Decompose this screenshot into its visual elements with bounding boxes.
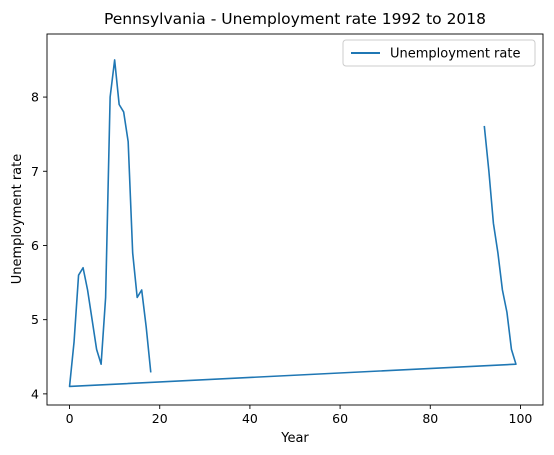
legend-box <box>342 39 536 67</box>
y-axis-label: Unemployment rate <box>10 154 25 284</box>
x-tick-label: 20 <box>152 411 168 426</box>
series-layer <box>68 59 517 388</box>
y-axis: 4 5 6 7 8 <box>31 90 47 401</box>
x-tick-label: 60 <box>332 411 348 426</box>
x-tick-label: 100 <box>509 411 533 426</box>
y-tick-label: 7 <box>31 164 39 179</box>
x-tick-label: 0 <box>66 411 74 426</box>
y-tick-label: 6 <box>31 238 39 253</box>
x-axis: 0 20 40 60 80 100 <box>66 405 533 426</box>
x-axis-label: Year <box>280 431 309 446</box>
y-tick-label: 4 <box>31 386 39 401</box>
y-tick-label: 8 <box>31 90 39 105</box>
x-tick-label: 40 <box>242 411 258 426</box>
y-tick-label: 5 <box>31 312 39 327</box>
series-line-unemployment-rate <box>68 59 517 388</box>
legend: Unemployment rate <box>342 39 536 67</box>
legend-label-unemployment-rate: Unemployment rate <box>390 47 520 62</box>
x-tick-label: 80 <box>422 411 438 426</box>
chart-title: Pennsylvania - Unemployment rate 1992 to… <box>104 10 486 28</box>
plot-frame <box>46 33 544 406</box>
